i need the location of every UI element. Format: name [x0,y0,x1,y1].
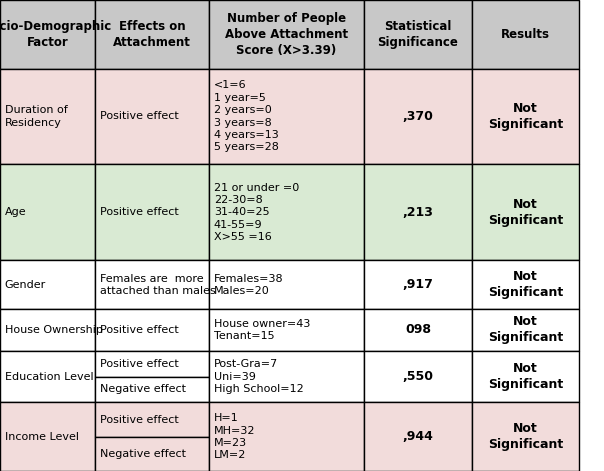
Text: Positive effect: Positive effect [100,414,179,424]
Bar [472,402,579,471]
Text: 098: 098 [405,324,431,336]
Bar [95,350,209,376]
Bar [0,402,95,471]
Text: Positive effect: Positive effect [100,207,179,218]
Text: Not
Significant: Not Significant [488,102,563,131]
Bar [364,402,472,471]
Text: ,917: ,917 [402,278,434,292]
Text: Positive effect: Positive effect [100,358,179,369]
Text: 21 or under =0
22-30=8
31-40=25
41-55=9
X>55 =16: 21 or under =0 22-30=8 31-40=25 41-55=9 … [214,183,299,242]
Text: Income Level: Income Level [5,432,79,442]
Bar [472,309,579,350]
Bar [95,260,209,309]
Bar [364,69,472,164]
Bar [0,0,95,69]
Text: Effects on
Attachment: Effects on Attachment [114,20,191,49]
Text: Results: Results [501,28,550,41]
Text: <1=6
1 year=5
2 years=0
3 years=8
4 years=13
5 years=28: <1=6 1 year=5 2 years=0 3 years=8 4 year… [214,81,278,153]
Bar [472,260,579,309]
Bar [95,0,209,69]
Bar [0,164,95,260]
Bar [0,69,95,164]
Bar [364,350,472,402]
Bar [209,309,364,350]
Text: ,944: ,944 [402,430,434,443]
Text: Not
Significant: Not Significant [488,362,563,391]
Bar [209,260,364,309]
Bar [364,260,472,309]
Bar [472,0,579,69]
Text: House owner=43
Tenant=15: House owner=43 Tenant=15 [214,319,310,341]
Bar [95,437,209,471]
Text: Statistical
Significance: Statistical Significance [378,20,458,49]
Bar [209,0,364,69]
Bar [95,402,209,437]
Text: Not
Significant: Not Significant [488,198,563,227]
Bar [472,164,579,260]
Text: Not
Significant: Not Significant [488,270,563,300]
Text: Not
Significant: Not Significant [488,316,563,344]
Bar [95,309,209,350]
Text: ,213: ,213 [402,206,434,219]
Bar [364,0,472,69]
Text: Gender: Gender [5,280,46,290]
Bar [95,69,209,164]
Text: Positive effect: Positive effect [100,325,179,335]
Bar [364,309,472,350]
Text: Not
Significant: Not Significant [488,422,563,451]
Text: Negative effect: Negative effect [100,384,186,395]
Bar [472,69,579,164]
Text: Age: Age [5,207,27,218]
Bar [209,402,364,471]
Text: Number of People
Above Attachment
Score (X>3.39): Number of People Above Attachment Score … [225,12,348,57]
Bar [0,350,95,402]
Text: Post-Gra=7
Uni=39
High School=12: Post-Gra=7 Uni=39 High School=12 [214,359,304,394]
Bar [209,69,364,164]
Bar [0,309,95,350]
Bar [0,260,95,309]
Text: Education Level: Education Level [5,372,94,382]
Bar [364,164,472,260]
Bar [209,164,364,260]
Bar [95,376,209,402]
Text: H=1
MH=32
M=23
LM=2: H=1 MH=32 M=23 LM=2 [214,413,255,460]
Text: Negative effect: Negative effect [100,449,186,459]
Bar [95,164,209,260]
Text: ,370: ,370 [402,110,434,123]
Text: Duration of
Residency: Duration of Residency [5,106,68,128]
Text: Females=38
Males=20: Females=38 Males=20 [214,274,283,296]
Text: ,550: ,550 [402,370,434,383]
Bar [472,350,579,402]
Text: Socio-Demographic
Factor: Socio-Demographic Factor [0,20,112,49]
Bar [209,350,364,402]
Text: Females are  more
attached than males: Females are more attached than males [100,274,216,296]
Text: House Ownership: House Ownership [5,325,103,335]
Text: Positive effect: Positive effect [100,112,179,122]
